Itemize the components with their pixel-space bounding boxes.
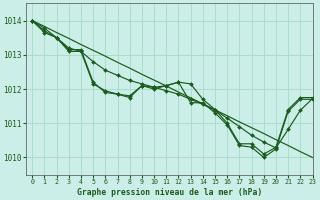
- X-axis label: Graphe pression niveau de la mer (hPa): Graphe pression niveau de la mer (hPa): [77, 188, 262, 197]
